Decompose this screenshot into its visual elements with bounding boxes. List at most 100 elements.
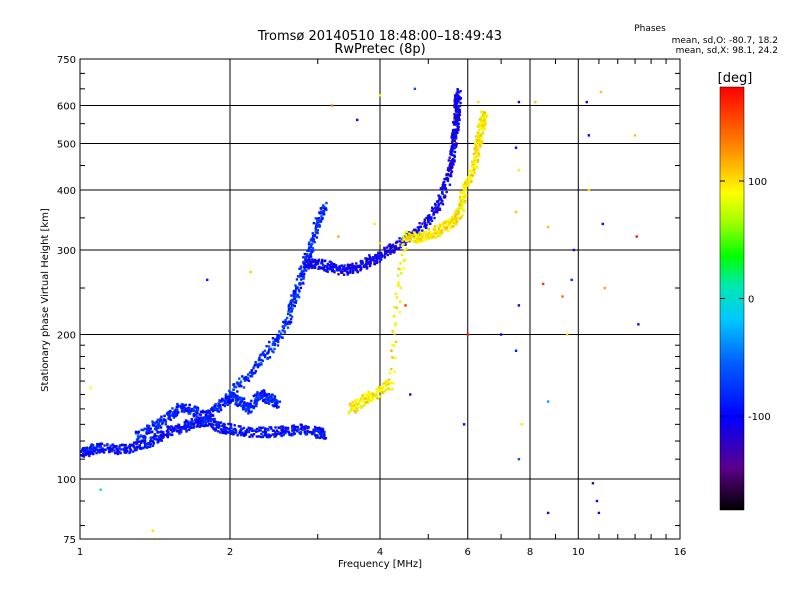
trace-point (193, 413, 196, 417)
trace-point (233, 427, 237, 431)
trace-point (454, 137, 458, 140)
trace-point (445, 223, 449, 226)
trace-point (452, 225, 455, 228)
trace-point (221, 397, 224, 401)
trace-point (440, 191, 444, 194)
trace-point (315, 436, 318, 439)
trace-point (320, 217, 323, 221)
trace-point (315, 236, 319, 239)
trace-point (431, 208, 435, 211)
trace-point (267, 394, 270, 397)
trace-point (234, 401, 238, 404)
trace-point (459, 101, 462, 105)
trace-point (388, 388, 391, 391)
trace-point (340, 264, 343, 267)
trace-point (450, 135, 453, 138)
trace-point (159, 426, 163, 429)
trace-point (125, 446, 129, 449)
trace-point (266, 398, 270, 401)
trace-point (180, 406, 183, 410)
trace-point (264, 429, 267, 432)
trace-point (196, 406, 200, 410)
trace-point (218, 425, 221, 428)
trace-point (381, 391, 384, 394)
trace-point (305, 269, 308, 272)
trace-point (253, 429, 256, 432)
trace-point (379, 395, 382, 398)
trace-point (453, 100, 457, 104)
data-points (80, 87, 640, 533)
trace-point (262, 352, 265, 356)
trace-point (214, 405, 217, 408)
trace-point (232, 428, 235, 431)
trace-point (477, 134, 481, 137)
scatter-point (637, 323, 640, 326)
trace-point (448, 173, 451, 177)
trace-point (103, 444, 106, 447)
trace-point (228, 429, 231, 432)
trace-point (148, 441, 151, 445)
trace-point (90, 444, 93, 447)
trace-point (196, 411, 199, 414)
trace-point (158, 424, 162, 427)
trace-point (133, 449, 137, 452)
trace-point (343, 264, 346, 267)
trace-point (284, 320, 287, 323)
x-tick-label: 1 (77, 547, 83, 558)
trace-point (91, 444, 95, 447)
trace-point (361, 405, 364, 408)
trace-point (286, 321, 289, 324)
trace-point (254, 401, 257, 405)
trace-point (172, 414, 175, 418)
trace-point (453, 142, 456, 146)
trace-point (317, 258, 321, 262)
trace-point (138, 444, 142, 447)
trace-point (211, 409, 215, 413)
trace-point (403, 249, 406, 252)
trace-point (427, 215, 430, 219)
trace-point (139, 434, 143, 437)
trace-point (217, 402, 220, 405)
trace-point (481, 140, 484, 143)
trace-point (198, 413, 201, 416)
trace-point (371, 395, 374, 398)
trace-point (238, 385, 241, 388)
trace-point (301, 277, 305, 280)
trace-point (402, 234, 405, 238)
trace-point (377, 257, 380, 260)
trace-point (456, 99, 459, 102)
trace-point (148, 431, 151, 435)
trace-point (404, 243, 407, 246)
trace-point (217, 404, 220, 408)
trace-point (115, 452, 119, 455)
trace-point (294, 299, 298, 302)
trace-point (414, 233, 418, 237)
scatter-point (603, 286, 606, 290)
trace-point (155, 427, 158, 430)
trace-point (428, 230, 431, 234)
trace-point (282, 320, 285, 324)
trace-point (444, 226, 447, 230)
trace-point (194, 421, 197, 424)
trace-point (284, 324, 287, 327)
trace-point (299, 274, 302, 277)
trace-point (417, 233, 420, 237)
trace-point (482, 124, 486, 127)
trace-point (476, 138, 479, 142)
scatter-point (378, 241, 382, 245)
trace-point (303, 425, 306, 429)
trace-point (452, 158, 455, 161)
trace-point (185, 409, 189, 412)
trace-point (423, 237, 426, 241)
trace-point (272, 429, 276, 432)
trace-point (387, 386, 390, 390)
trace-point (437, 200, 440, 203)
trace-point (299, 267, 303, 270)
trace-point (481, 119, 485, 122)
trace-point (210, 422, 213, 425)
trace-point (226, 403, 229, 406)
trace-point (135, 442, 138, 445)
trace-point (256, 429, 260, 432)
trace-point (407, 231, 411, 234)
trace-point (268, 340, 271, 344)
